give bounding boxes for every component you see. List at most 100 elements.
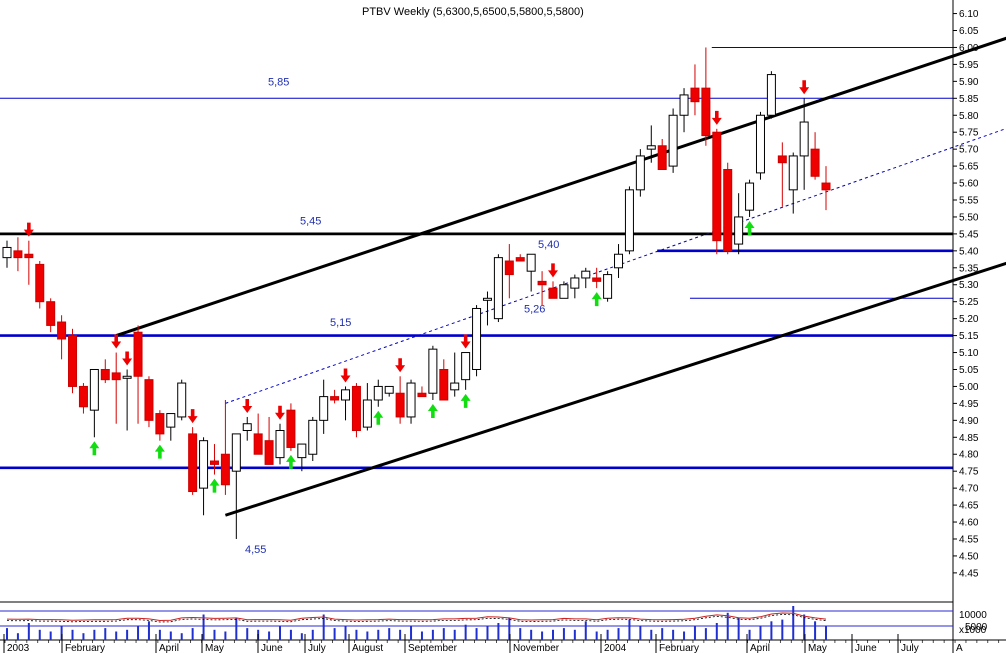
candle-body xyxy=(395,392,405,418)
candle xyxy=(144,376,154,428)
volume-multiplier-label: x1000 xyxy=(959,625,987,636)
price-tick-label: 5.50 xyxy=(959,212,979,223)
price-tick-label: 5.35 xyxy=(959,263,979,274)
candle xyxy=(100,359,110,384)
level-label: 5,45 xyxy=(300,215,321,227)
candle-body xyxy=(384,385,394,394)
volume-signal-line xyxy=(6,614,827,623)
candle-body xyxy=(46,301,56,326)
candle xyxy=(68,328,78,394)
time-tick-label: A xyxy=(956,643,963,653)
price-tick-label: 5.90 xyxy=(959,77,979,88)
level-label: 5,40 xyxy=(538,239,559,251)
price-tick-label: 6.10 xyxy=(959,9,979,20)
candle xyxy=(504,244,514,299)
candle xyxy=(461,352,471,390)
candle-body xyxy=(209,460,219,465)
candle-body xyxy=(559,284,569,299)
candle xyxy=(821,166,831,211)
candle xyxy=(308,416,318,462)
time-tick-label: July xyxy=(901,643,919,653)
candle xyxy=(788,152,798,214)
candle xyxy=(155,410,165,441)
candle-body xyxy=(406,382,416,418)
buy-arrow-icon xyxy=(209,478,220,493)
sell-arrow-icon xyxy=(187,409,198,424)
sell-arrow-icon xyxy=(111,334,122,349)
candle-body xyxy=(351,385,361,432)
time-tick-label: April xyxy=(159,643,179,653)
candle xyxy=(570,274,580,299)
candle xyxy=(635,149,645,197)
level-label: 5,85 xyxy=(268,76,289,88)
candle-body xyxy=(690,87,700,103)
candle xyxy=(592,267,602,289)
candle-body xyxy=(581,270,591,279)
candle-body xyxy=(319,396,329,421)
candle xyxy=(351,383,361,438)
candle-body xyxy=(799,121,809,157)
candle xyxy=(166,413,176,441)
candle-body xyxy=(788,155,798,191)
candle-body xyxy=(24,253,34,259)
candle xyxy=(734,193,744,255)
price-tick-label: 5.00 xyxy=(959,382,979,393)
time-tick-label: 2003 xyxy=(7,643,30,653)
volume-tick-label: 5000 xyxy=(965,622,988,633)
candle-body xyxy=(548,287,558,299)
candle xyxy=(646,125,656,163)
candle xyxy=(493,254,503,323)
candle xyxy=(559,281,569,299)
candle-body xyxy=(537,280,547,286)
candle-body xyxy=(286,409,296,448)
time-tick-label: June xyxy=(855,643,877,653)
price-tick-label: 5.15 xyxy=(959,331,979,342)
candle xyxy=(297,443,307,472)
candle xyxy=(777,142,787,207)
candle-body xyxy=(428,348,438,394)
sell-arrow-icon xyxy=(799,80,810,95)
candle-body xyxy=(177,382,187,418)
candle xyxy=(78,383,88,414)
candle xyxy=(712,128,722,255)
candle xyxy=(755,111,765,180)
candle xyxy=(439,359,449,401)
candle xyxy=(657,138,667,170)
sell-arrow-icon xyxy=(711,110,722,125)
candle-body xyxy=(755,114,765,174)
price-tick-label: 5.95 xyxy=(959,60,979,71)
price-tick-label: 5.05 xyxy=(959,365,979,376)
candle-body xyxy=(439,368,449,401)
candle xyxy=(450,352,460,397)
candle xyxy=(286,403,296,451)
candle xyxy=(231,433,241,539)
candle xyxy=(242,416,252,441)
candle xyxy=(188,427,198,495)
candle-body xyxy=(821,182,831,191)
buy-arrow-icon xyxy=(427,404,438,418)
sell-arrow-icon xyxy=(460,334,471,349)
candle xyxy=(723,162,733,255)
time-tick-label: July xyxy=(308,643,326,653)
candle xyxy=(581,267,591,289)
price-tick-label: 4.55 xyxy=(959,534,979,545)
candle-body xyxy=(341,389,351,401)
buy-arrow-icon xyxy=(591,292,602,307)
candle-body xyxy=(308,419,318,455)
price-tick-label: 5.75 xyxy=(959,128,979,139)
candle-body xyxy=(515,257,525,262)
candle-body xyxy=(297,443,307,459)
candle-body xyxy=(472,307,482,370)
price-tick-label: 4.85 xyxy=(959,433,979,444)
candle-body xyxy=(275,430,285,459)
candle-body xyxy=(526,253,536,272)
candle xyxy=(603,271,613,302)
candle-body xyxy=(646,145,656,150)
sell-arrow-icon xyxy=(340,368,351,383)
candle-body xyxy=(373,385,383,401)
candle-body xyxy=(122,375,132,379)
level-label: 5,15 xyxy=(330,317,351,329)
candle xyxy=(417,386,427,398)
price-tick-label: 4.60 xyxy=(959,518,979,529)
